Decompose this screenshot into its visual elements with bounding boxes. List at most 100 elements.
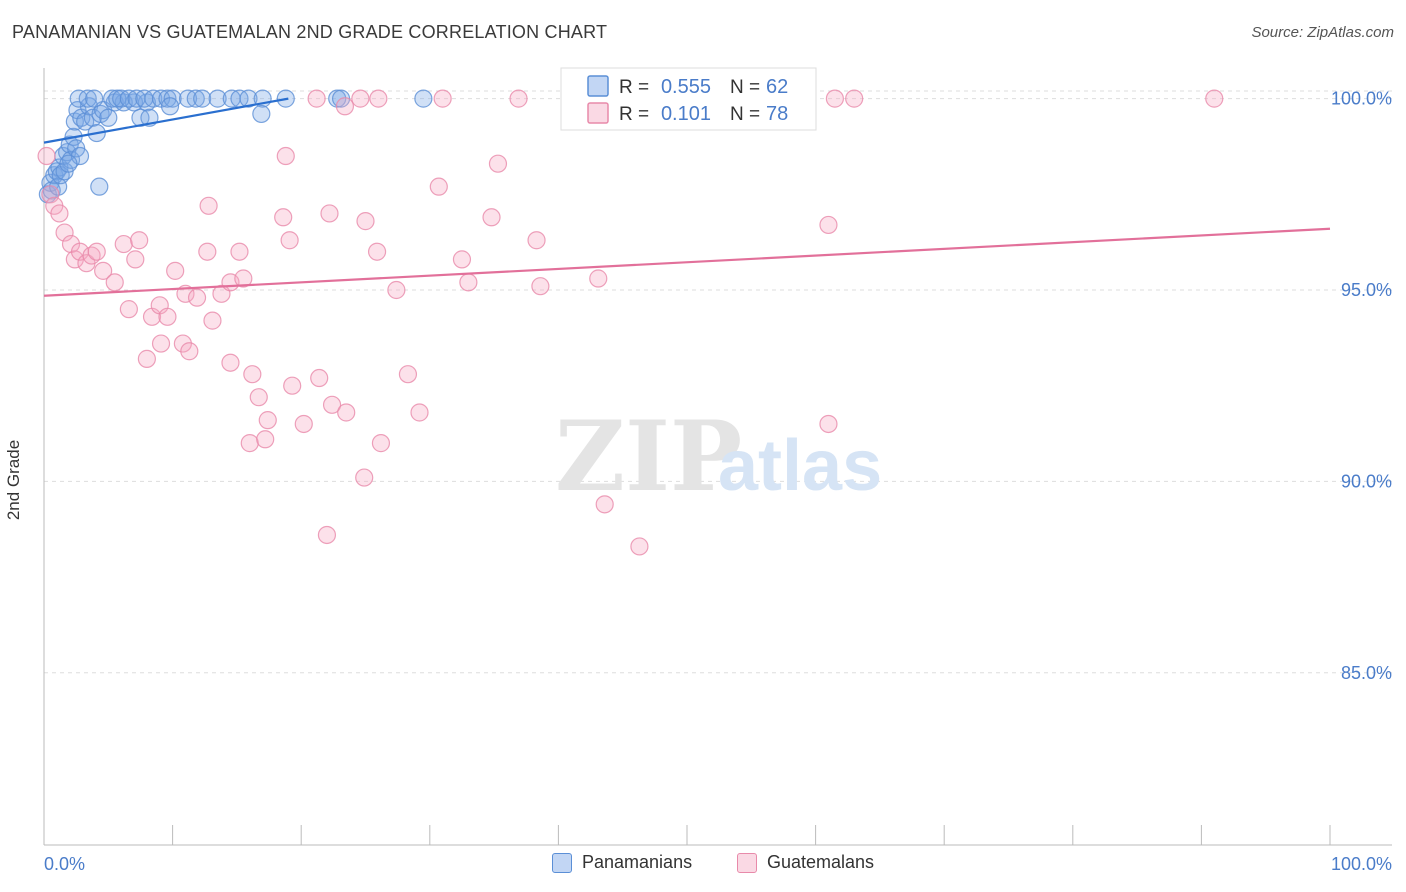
guatemalan-point xyxy=(280,231,299,250)
panamanian-point xyxy=(239,89,258,108)
y-tick-label: 95.0% xyxy=(1341,280,1392,300)
guatemalan-point xyxy=(310,368,329,388)
y-tick-label: 100.0% xyxy=(1331,89,1392,109)
panamanian-point xyxy=(208,89,227,108)
guatemalan-point xyxy=(355,468,374,487)
guatemalan-point xyxy=(337,403,356,422)
legend-label-panamanians: Panamanians xyxy=(582,852,693,872)
guatemalan-point xyxy=(166,261,185,280)
n-label: N = xyxy=(730,104,760,125)
guatemalan-point xyxy=(367,242,387,261)
stats-swatch-panamanians xyxy=(587,75,609,97)
guatemalan-point xyxy=(114,234,133,254)
n-label: N = xyxy=(730,77,760,98)
panamanian-point xyxy=(119,89,138,108)
guatemalan-point xyxy=(351,89,370,108)
guatemalan-point xyxy=(509,89,528,108)
guatemalan-point xyxy=(198,242,217,261)
guatemalan-point xyxy=(819,215,838,235)
guatemalan-point xyxy=(105,273,124,292)
guatemalan-point xyxy=(429,177,448,196)
guatemalan-point xyxy=(488,154,508,173)
guatemalan-point xyxy=(94,261,113,280)
guatemalan-point xyxy=(258,411,277,430)
guatemalan-point xyxy=(151,334,171,353)
guatemalan-point xyxy=(294,414,313,434)
guatemalan-point xyxy=(589,269,608,288)
guatemalan-point xyxy=(234,269,253,288)
panamanian-point xyxy=(144,89,163,108)
legend-item-guatemalans[interactable]: Guatemalans xyxy=(737,852,874,873)
guatemalan-point xyxy=(126,250,145,269)
guatemalan-point xyxy=(531,277,550,296)
guatemalan-point xyxy=(87,242,106,261)
guatemalan-point xyxy=(230,242,249,261)
guatemalan-point xyxy=(283,376,302,395)
guatemalan-point xyxy=(307,89,326,108)
guatemalan-point xyxy=(158,307,177,326)
guatemalan-point xyxy=(256,430,275,449)
guatemalan-point xyxy=(595,495,614,514)
guatemalan-point xyxy=(527,231,546,250)
guatemalan-point xyxy=(452,250,472,269)
watermark-atlas: atlas xyxy=(718,426,882,506)
y-tick-label: 90.0% xyxy=(1341,471,1392,491)
panamanian-point xyxy=(414,89,433,108)
guatemalan-point xyxy=(322,395,342,414)
bottom-legend: Panamanians Guatemalans xyxy=(0,852,1406,878)
watermark-zip: ZIP xyxy=(555,400,742,513)
panamanian-trendline xyxy=(43,97,289,144)
panamanian-point xyxy=(252,104,271,124)
guatemalan-point xyxy=(203,311,222,330)
chart-title: PANAMANIAN VS GUATEMALAN 2ND GRADE CORRE… xyxy=(12,22,608,42)
guatemalan-point xyxy=(1205,89,1224,108)
guatemalan-point xyxy=(243,365,262,384)
x-tick-label-min: 0.0% xyxy=(44,854,85,874)
guatemalan-point xyxy=(371,434,391,453)
panamanian-point xyxy=(90,177,109,196)
guatemalan-point xyxy=(274,208,293,227)
guatemalan-point xyxy=(130,231,149,250)
guatemalan-point xyxy=(50,204,69,223)
panamanian-point xyxy=(49,177,68,196)
legend-item-panamanians[interactable]: Panamanians xyxy=(552,852,692,873)
guatemalan-point xyxy=(630,537,649,556)
panamanian-point xyxy=(186,89,205,108)
guatemalan-point xyxy=(387,280,406,300)
guatemalan-point xyxy=(459,273,478,292)
panamanian-point xyxy=(99,108,118,127)
guatemalan-point xyxy=(320,204,339,223)
guatemalans-swatch xyxy=(737,852,757,873)
guatemalan-point xyxy=(137,349,156,368)
guatemalan-point xyxy=(317,525,337,545)
x-tick-label-max: 100.0% xyxy=(1331,854,1392,874)
y-tick-label: 85.0% xyxy=(1341,663,1392,683)
guatemalan-point xyxy=(37,146,56,166)
panamanians-swatch xyxy=(552,852,572,873)
stats-legend-box xyxy=(560,67,817,131)
r-label: R = xyxy=(619,104,649,125)
guatemalan-point xyxy=(845,89,864,108)
guatemalan-point xyxy=(41,185,60,204)
guatemalan-point xyxy=(249,388,268,407)
guatemalan-point xyxy=(398,365,418,384)
source-label: Source: ZipAtlas.com xyxy=(1251,24,1394,41)
guatemalan-point xyxy=(221,353,240,372)
panamanian-point xyxy=(59,154,78,173)
guatemalan-point xyxy=(55,223,74,242)
guatemalan-point xyxy=(410,403,429,422)
guatemalan-point xyxy=(482,208,501,227)
panamanian-point xyxy=(328,89,347,108)
r-label: R = xyxy=(619,77,649,98)
guatemalan-point xyxy=(335,97,355,116)
n-value: 62 xyxy=(766,76,788,98)
panamanian-point xyxy=(178,89,198,108)
guatemalan-point xyxy=(276,146,295,166)
panamanian-point xyxy=(160,97,180,116)
panamanian-point xyxy=(193,89,212,108)
guatemalan-point xyxy=(119,300,138,319)
guatemalan-trendline xyxy=(43,227,1331,297)
guatemalan-point xyxy=(433,89,452,108)
guatemalan-point xyxy=(819,414,838,434)
